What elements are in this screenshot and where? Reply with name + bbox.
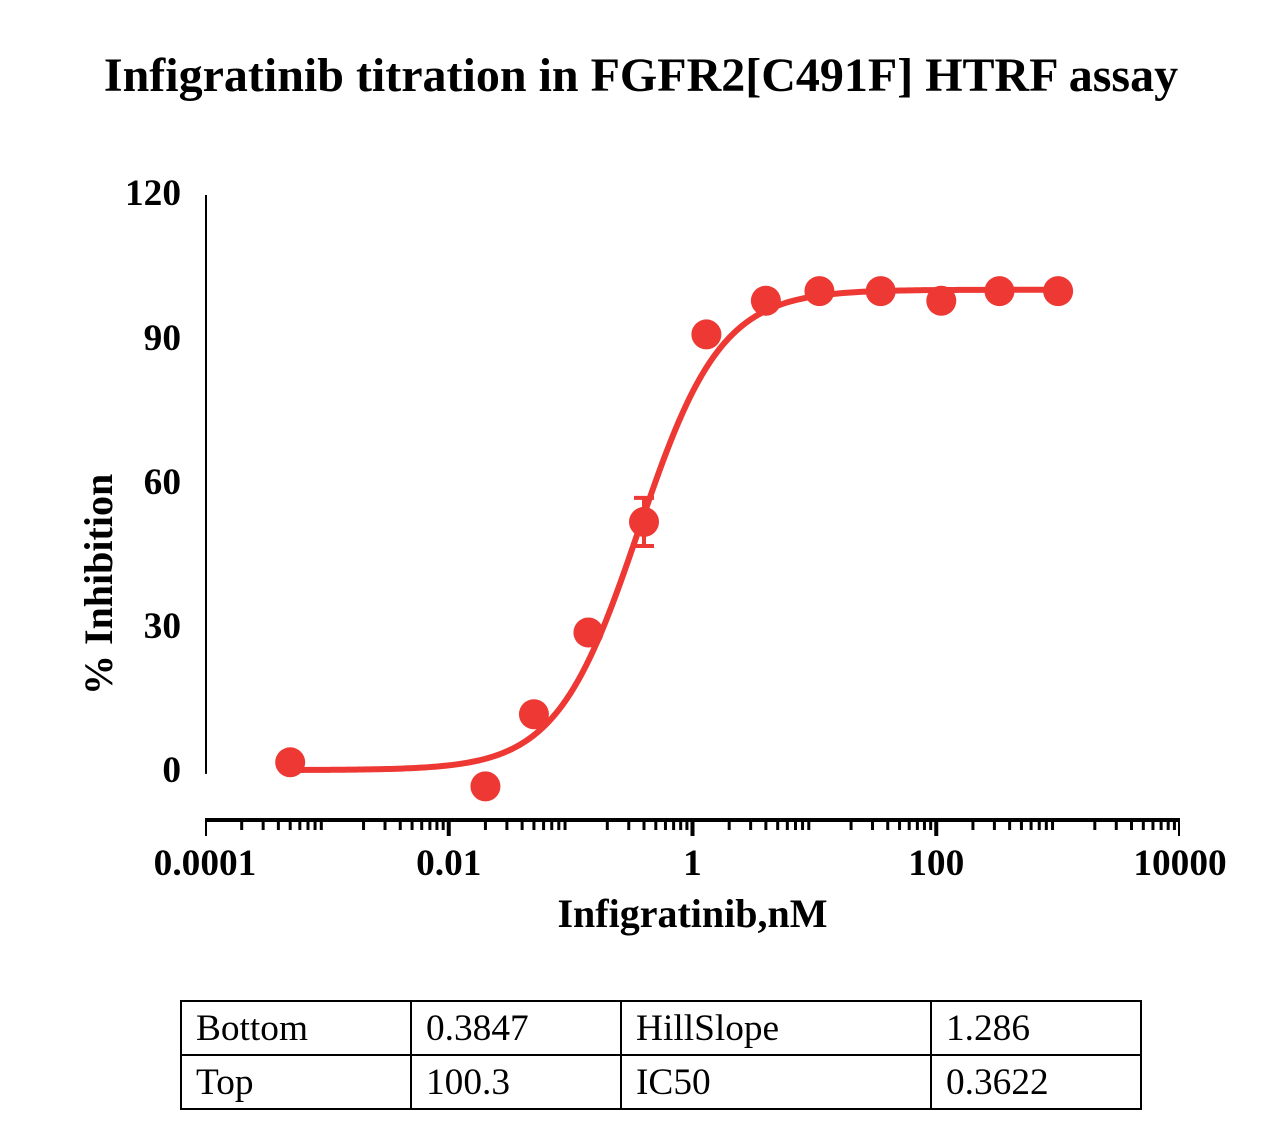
param-value: 1.286 bbox=[931, 1001, 1141, 1055]
chart-title: Infigratinib titration in FGFR2[C491F] H… bbox=[0, 48, 1282, 103]
x-tick-label: 10000 bbox=[1133, 842, 1226, 885]
y-tick-label: 90 bbox=[144, 317, 181, 360]
y-axis-label: % Inhibition bbox=[75, 474, 122, 695]
fit-params-table: Bottom 0.3847 HillSlope 1.286 Top 100.3 … bbox=[180, 1000, 1142, 1110]
dose-response-plot bbox=[205, 195, 1180, 840]
x-tick-label: 0.0001 bbox=[154, 842, 257, 885]
y-tick-label: 30 bbox=[144, 605, 181, 648]
param-name: IC50 bbox=[621, 1055, 931, 1109]
page: Infigratinib titration in FGFR2[C491F] H… bbox=[0, 0, 1282, 1143]
table-row: Top 100.3 IC50 0.3622 bbox=[181, 1055, 1141, 1109]
y-tick-label: 60 bbox=[144, 461, 181, 504]
table-row: Bottom 0.3847 HillSlope 1.286 bbox=[181, 1001, 1141, 1055]
x-axis-label: Infigratinib,nM bbox=[557, 890, 827, 937]
plot-svg bbox=[205, 195, 1180, 840]
param-name: HillSlope bbox=[621, 1001, 931, 1055]
y-tick-label: 0 bbox=[162, 749, 181, 792]
x-tick-label: 1 bbox=[683, 842, 702, 885]
x-tick-label: 0.01 bbox=[416, 842, 481, 885]
y-tick-label: 120 bbox=[125, 172, 181, 215]
param-value: 100.3 bbox=[411, 1055, 621, 1109]
param-name: Top bbox=[181, 1055, 411, 1109]
x-tick-label: 100 bbox=[908, 842, 964, 885]
param-value: 0.3847 bbox=[411, 1001, 621, 1055]
param-name: Bottom bbox=[181, 1001, 411, 1055]
param-value: 0.3622 bbox=[931, 1055, 1141, 1109]
